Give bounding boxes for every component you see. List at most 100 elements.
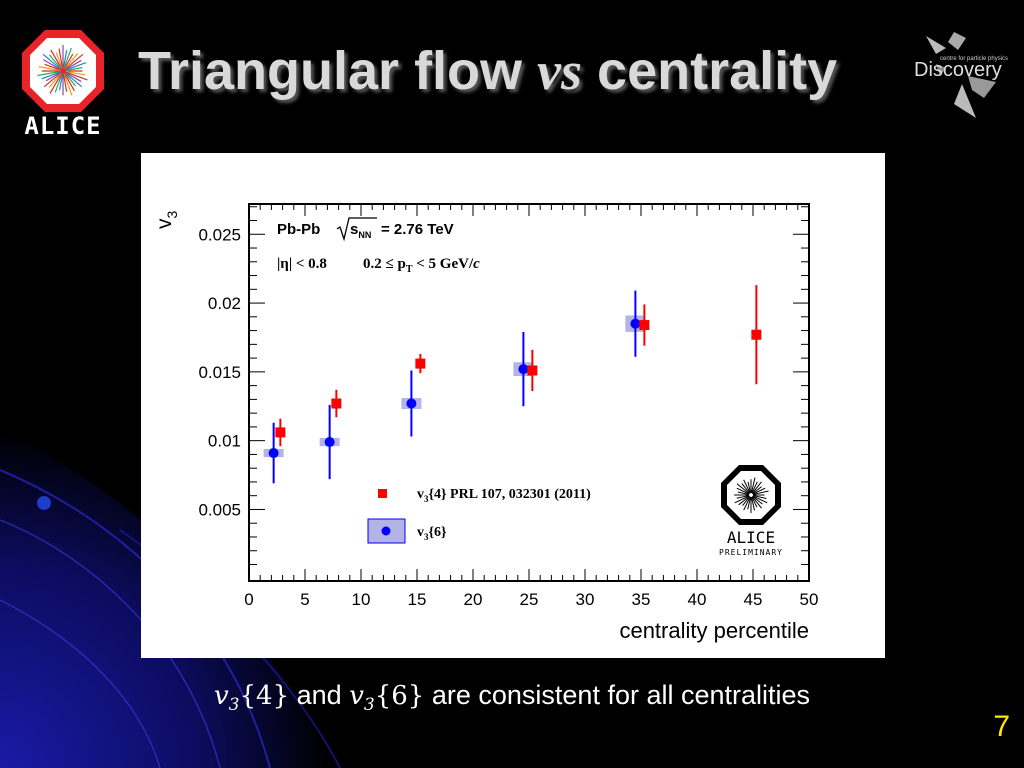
logo-ray bbox=[59, 73, 64, 91]
logo-ray bbox=[42, 59, 61, 71]
y-tick-label: 0.015 bbox=[198, 363, 241, 382]
x-tick-label: 5 bbox=[300, 590, 309, 609]
logo-ray bbox=[752, 486, 762, 495]
v3-6-point bbox=[518, 364, 529, 375]
logo-ray bbox=[736, 483, 750, 495]
logo-ray bbox=[65, 59, 82, 71]
caption-and: and bbox=[289, 680, 350, 710]
logo-ray bbox=[752, 495, 768, 504]
logo-ray bbox=[65, 67, 83, 72]
x-tick-label: 20 bbox=[464, 590, 483, 609]
caption-v3-6: v3{6} bbox=[349, 681, 425, 715]
alice-preliminary-logo: ALICE PRELIMINARY bbox=[719, 465, 783, 557]
legend-v3-4-sub: 3 bbox=[424, 494, 429, 504]
logo-ray bbox=[65, 62, 87, 71]
v3-4-point bbox=[275, 427, 286, 438]
preliminary-text: PRELIMINARY bbox=[719, 548, 783, 557]
logo-ray bbox=[62, 50, 68, 69]
x-tick-label: 45 bbox=[744, 590, 763, 609]
logo-ray bbox=[48, 72, 62, 88]
slide-caption: v3{4} and v3{6} are consistent for all c… bbox=[0, 680, 1024, 715]
logo-ray bbox=[752, 494, 767, 499]
logo-ray bbox=[63, 73, 75, 92]
legend-v3-4-ref: PRL 107, 032301 (2011) bbox=[447, 487, 592, 502]
logo-ray bbox=[58, 48, 64, 69]
chart-panel: 0 5 10 15 20 25 30 35 40 45 50 0.005 0.01 0.015 0.02 0.… bbox=[141, 153, 885, 658]
legend-v3-6-sub: 3 bbox=[424, 532, 429, 542]
plot-frame bbox=[248, 203, 810, 582]
page-number: 7 bbox=[993, 710, 1010, 743]
logo-ray bbox=[63, 73, 73, 96]
v3-4-point bbox=[527, 365, 538, 376]
legend-v3-6-label: v3{6} bbox=[417, 525, 447, 542]
legend-v3-4-v: v bbox=[417, 487, 424, 502]
caption-v3-6-arg: {6} bbox=[374, 681, 425, 711]
legend-v3-4-label: v3{4} PRL 107, 032301 (2011) bbox=[417, 487, 591, 504]
x-tick-label: 35 bbox=[632, 590, 651, 609]
logo-ray bbox=[743, 479, 751, 494]
caption-v3-6-v: v bbox=[349, 681, 364, 711]
alice-logo-text: ALICE bbox=[24, 112, 102, 140]
caption-v3-6-sub: 3 bbox=[363, 695, 375, 716]
logo-ray bbox=[43, 72, 62, 88]
legend-v3-6-arg: {6} bbox=[429, 525, 448, 540]
title-part-2: centrality bbox=[582, 41, 838, 101]
annotation-pt: 0.2 ≤ pT < 5 GeV/c bbox=[363, 256, 480, 275]
preliminary-alice-text: ALICE bbox=[727, 528, 775, 547]
y-tick-label: 0.02 bbox=[208, 294, 241, 313]
x-tick-label: 30 bbox=[576, 590, 595, 609]
logo-ray bbox=[750, 496, 755, 511]
logo-ray bbox=[736, 494, 750, 499]
x-tick-label: 0 bbox=[244, 590, 253, 609]
logo-ray bbox=[44, 63, 61, 71]
y-tick-label: 0.005 bbox=[198, 500, 241, 519]
legend-v3-6-v: v bbox=[417, 525, 424, 540]
v3-6-point bbox=[406, 398, 417, 409]
logo-ray bbox=[65, 71, 88, 81]
logo-ray bbox=[734, 495, 750, 504]
logo-ray bbox=[738, 495, 750, 506]
logo-ray bbox=[751, 496, 762, 509]
v3-6-point bbox=[630, 318, 641, 329]
v3-4-point bbox=[751, 329, 762, 340]
slide-title: Triangular flow vs centrality bbox=[138, 40, 898, 102]
annotation-s: s bbox=[350, 221, 358, 238]
annotation-pt-range: 0.2 ≤ p bbox=[363, 256, 406, 272]
annotation-system: Pb-Pb bbox=[277, 221, 320, 238]
discovery-logo bbox=[926, 32, 996, 118]
logo-ray bbox=[742, 496, 751, 506]
x-tick-label: 40 bbox=[688, 590, 707, 609]
annotation-nn: NN bbox=[358, 230, 371, 240]
caption-v3-4: v3{4} bbox=[214, 681, 290, 715]
swirl-dot bbox=[37, 496, 51, 510]
logo-ray bbox=[38, 66, 61, 72]
discovery-subtitle: centre for particle physics bbox=[940, 56, 1009, 62]
logo-ray bbox=[64, 53, 84, 70]
legend-v3-4-arg: {4} bbox=[429, 487, 448, 502]
logo-ray bbox=[42, 53, 62, 70]
annotation-c: c bbox=[473, 256, 480, 272]
annotation-energy: = 2.76 TeV bbox=[381, 221, 454, 238]
v3-centrality-chart: 0 5 10 15 20 25 30 35 40 45 50 0.005 0.01 0.015 0.02 0.… bbox=[153, 203, 818, 643]
logo-ray bbox=[64, 72, 83, 88]
annotation-pt-tail: < 5 GeV/ bbox=[413, 256, 474, 272]
y-axis-label-sub: 3 bbox=[164, 211, 180, 219]
caption-v3-4-arg: {4} bbox=[239, 681, 290, 711]
x-axis-label: centrality percentile bbox=[619, 618, 809, 643]
v3-4-point bbox=[639, 320, 650, 331]
logo-ray bbox=[65, 71, 82, 83]
logo-ray bbox=[737, 491, 750, 496]
logo-ray bbox=[751, 481, 762, 494]
logo-ray bbox=[45, 71, 61, 82]
caption-v3-4-sub: 3 bbox=[228, 695, 240, 716]
y-tick-label: 0.025 bbox=[198, 225, 241, 244]
logo-ray bbox=[752, 495, 763, 505]
logo-ray bbox=[65, 70, 86, 76]
x-tick-label: 15 bbox=[408, 590, 427, 609]
logo-ray bbox=[37, 70, 61, 77]
title-vs: vs bbox=[537, 41, 583, 101]
logo-ray bbox=[747, 481, 752, 494]
logo-ray bbox=[741, 483, 751, 494]
y-axis-label-v: v bbox=[153, 218, 176, 229]
annotation-sqrt-s: sNN bbox=[350, 221, 371, 240]
